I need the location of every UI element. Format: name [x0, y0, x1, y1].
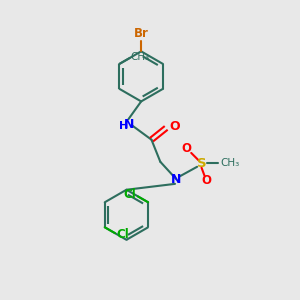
- Text: H: H: [119, 122, 128, 131]
- Text: N: N: [171, 173, 182, 186]
- Text: CH₃: CH₃: [221, 158, 240, 168]
- Text: Cl: Cl: [124, 188, 136, 201]
- Text: Cl: Cl: [116, 228, 129, 241]
- Text: S: S: [197, 157, 206, 170]
- Text: N: N: [124, 118, 135, 131]
- Text: Br: Br: [134, 27, 148, 40]
- Text: O: O: [182, 142, 192, 155]
- Text: CH₃: CH₃: [131, 52, 150, 62]
- Text: O: O: [169, 120, 180, 133]
- Text: O: O: [201, 173, 211, 187]
